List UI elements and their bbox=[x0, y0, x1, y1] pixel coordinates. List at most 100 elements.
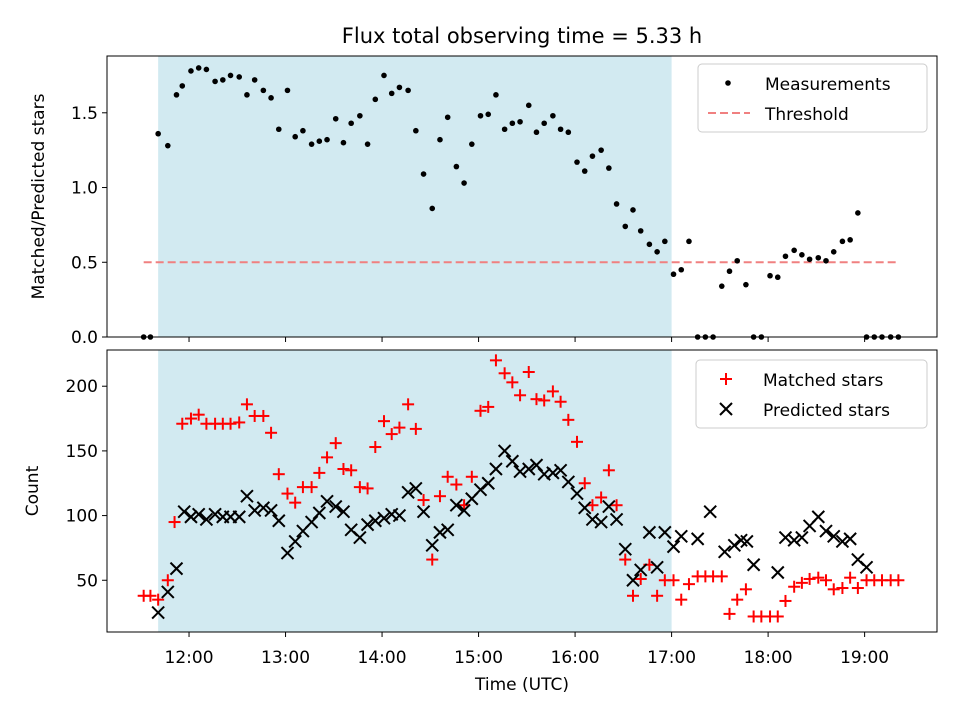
y-tick-label: 200 bbox=[66, 377, 98, 397]
measurement-point bbox=[493, 92, 499, 98]
predicted-stars-point bbox=[247, 503, 262, 518]
measurement-point bbox=[413, 127, 419, 134]
matched-stars-point bbox=[152, 593, 165, 606]
predicted-stars-point bbox=[416, 504, 431, 519]
predicted-stars-point bbox=[497, 444, 512, 458]
matched-stars-point bbox=[522, 365, 535, 378]
measurement-point bbox=[541, 120, 547, 127]
measurement-point bbox=[606, 165, 612, 171]
y-tick-label: 150 bbox=[66, 442, 98, 462]
observing-window-shade bbox=[158, 350, 672, 632]
measurement-point bbox=[251, 77, 258, 83]
matched-stars-point bbox=[240, 398, 253, 411]
legend-ratio: Measurements Threshold bbox=[697, 63, 928, 133]
matched-stars-point bbox=[571, 435, 584, 448]
matched-stars-point bbox=[289, 496, 302, 509]
legend-measurements-label: Measurements bbox=[765, 75, 891, 95]
predicted-stars-point bbox=[618, 542, 632, 556]
predicted-stars-point bbox=[859, 560, 874, 575]
measurement-point bbox=[791, 247, 797, 254]
measurement-point bbox=[565, 129, 572, 136]
measurement-point bbox=[613, 201, 620, 207]
predicted-stars-point bbox=[634, 563, 648, 577]
matched-stars-point bbox=[377, 415, 390, 428]
matched-stars-point bbox=[538, 394, 551, 407]
measurement-point bbox=[220, 77, 226, 83]
measurement-point bbox=[155, 130, 161, 137]
predicted-stars-point bbox=[658, 525, 672, 540]
predicted-stars-point bbox=[609, 512, 624, 527]
measurement-point bbox=[179, 83, 186, 89]
measurement-point bbox=[332, 115, 339, 122]
matched-stars-point bbox=[224, 417, 237, 430]
predicted-stars-point bbox=[666, 539, 681, 554]
count-markers-layer bbox=[137, 354, 905, 623]
measurement-point bbox=[525, 102, 532, 109]
matched-stars-point bbox=[675, 593, 688, 606]
predicted-stars-point bbox=[191, 507, 206, 521]
y-axis-ticks-count: 50 100 150 200 bbox=[66, 377, 107, 591]
matched-stars-point bbox=[489, 354, 502, 367]
panel-ratio: 0.0 0.5 1.0 1.5 Matched/Predicted stars Mea… bbox=[29, 55, 938, 348]
predicted-stars-point bbox=[553, 463, 568, 478]
measurements-layer bbox=[140, 65, 902, 340]
measurement-point bbox=[686, 238, 692, 245]
matched-stars-point bbox=[667, 574, 680, 587]
matched-stars-point bbox=[184, 412, 197, 425]
matched-stars-point bbox=[779, 594, 792, 607]
matched-stars-point bbox=[321, 451, 334, 464]
y-axis-label-ratio: Matched/Predicted stars bbox=[29, 93, 49, 299]
matched-stars-point bbox=[514, 389, 527, 402]
matched-stars-point bbox=[602, 464, 615, 477]
measurement-point bbox=[364, 141, 371, 147]
matched-stars-point bbox=[305, 481, 318, 494]
matched-stars-point bbox=[393, 421, 406, 434]
x-tick-label: 15:00 bbox=[454, 648, 503, 668]
predicted-stars-point bbox=[690, 532, 705, 546]
predicted-stars-point bbox=[368, 514, 383, 528]
y-tick-label: 0.5 bbox=[71, 253, 98, 273]
predicted-stars-point bbox=[457, 503, 471, 518]
x-tick-label: 19:00 bbox=[840, 648, 889, 668]
matched-stars-point bbox=[851, 582, 864, 595]
matched-stars-point bbox=[353, 481, 366, 494]
matched-stars-point bbox=[844, 571, 857, 584]
measurement-point bbox=[533, 129, 540, 136]
matched-stars-point bbox=[546, 385, 559, 398]
matched-stars-point bbox=[465, 470, 478, 483]
legend-box bbox=[697, 63, 928, 133]
matched-stars-point bbox=[313, 466, 326, 479]
predicted-stars-point bbox=[208, 507, 222, 521]
matched-stars-point bbox=[176, 417, 189, 430]
matched-stars-point bbox=[433, 490, 446, 503]
axes-frame-ratio bbox=[106, 55, 938, 338]
predicted-stars-point bbox=[449, 498, 464, 512]
matched-stars-point bbox=[417, 494, 430, 507]
predicted-stars-point bbox=[561, 475, 576, 489]
matched-stars-point bbox=[409, 422, 422, 435]
y-tick-label: 50 bbox=[76, 571, 98, 591]
matched-stars-point bbox=[619, 553, 632, 566]
predicted-stars-point bbox=[320, 494, 334, 509]
predicted-stars-point bbox=[835, 534, 850, 549]
matched-stars-point bbox=[731, 593, 744, 606]
x-tick-label: 16:00 bbox=[551, 648, 600, 668]
predicted-stars-point bbox=[594, 515, 608, 529]
predicted-stars-point bbox=[626, 573, 640, 587]
measurement-point bbox=[236, 74, 243, 80]
measurement-point bbox=[767, 272, 773, 279]
predicted-stars-point bbox=[161, 585, 175, 599]
x-tick-label: 18:00 bbox=[744, 648, 793, 668]
predicted-stars-point bbox=[392, 508, 407, 523]
matched-stars-point bbox=[265, 426, 278, 439]
measurement-point bbox=[839, 238, 846, 245]
predicted-stars-point bbox=[513, 464, 527, 479]
legend-predicted-label: Predicted stars bbox=[763, 401, 890, 421]
matched-stars-point bbox=[820, 574, 833, 587]
predicted-stars-point bbox=[674, 529, 688, 543]
measurement-point bbox=[203, 66, 210, 73]
measurement-point bbox=[372, 96, 379, 103]
measurement-point bbox=[357, 112, 363, 119]
measurement-point bbox=[501, 126, 508, 133]
measurement-point bbox=[316, 138, 323, 144]
